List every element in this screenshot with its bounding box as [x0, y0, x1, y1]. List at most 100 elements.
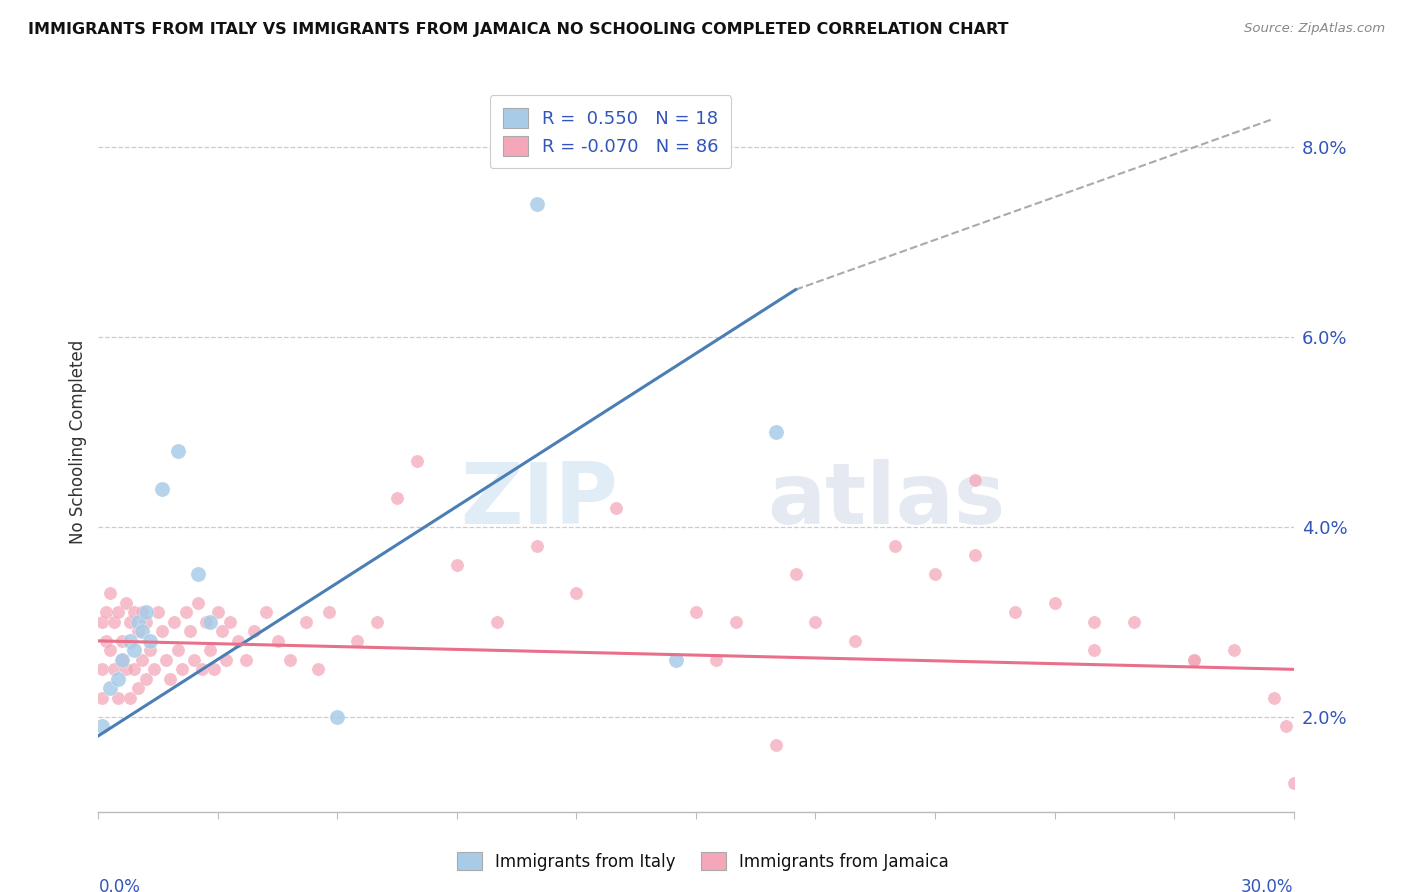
Point [148, 606, 170, 620]
Point [135, 606, 157, 620]
Point [172, 662, 194, 676]
Point [96, 606, 118, 620]
Point [91, 690, 114, 705]
Point [91, 719, 114, 733]
Point [1123, 615, 1146, 629]
Point [111, 653, 134, 667]
Point [124, 662, 146, 676]
Point [665, 653, 688, 667]
Point [91, 662, 114, 676]
Point [704, 653, 727, 667]
Text: IMMIGRANTS FROM ITALY VS IMMIGRANTS FROM JAMAICA NO SCHOOLING COMPLETED CORRELAT: IMMIGRANTS FROM ITALY VS IMMIGRANTS FROM… [28, 22, 1008, 37]
Point [385, 491, 409, 506]
Point [131, 624, 153, 639]
Point [198, 643, 221, 657]
Point [187, 596, 209, 610]
Point [1282, 776, 1305, 790]
Point [963, 549, 986, 563]
Point [243, 624, 266, 639]
Point [115, 596, 138, 610]
Point [107, 606, 129, 620]
Point [124, 643, 146, 657]
Point [202, 662, 225, 676]
Point [346, 633, 368, 648]
Text: 0.0%: 0.0% [98, 878, 141, 892]
Point [115, 662, 138, 676]
Point [366, 615, 388, 629]
Text: ZIP: ZIP [461, 459, 619, 542]
Point [167, 643, 190, 657]
Point [924, 567, 946, 582]
Point [1274, 719, 1296, 733]
Point [150, 624, 173, 639]
Point [159, 672, 181, 686]
Text: Source: ZipAtlas.com: Source: ZipAtlas.com [1244, 22, 1385, 36]
Point [124, 606, 146, 620]
Point [163, 615, 186, 629]
Text: 30.0%: 30.0% [1241, 878, 1294, 892]
Point [111, 653, 134, 667]
Point [127, 615, 149, 629]
Point [267, 633, 290, 648]
Point [307, 662, 329, 676]
Point [195, 615, 218, 629]
Point [1182, 653, 1205, 667]
Point [406, 453, 429, 467]
Point [211, 624, 233, 639]
Point [131, 653, 153, 667]
Point [804, 615, 827, 629]
Point [254, 606, 277, 620]
Point [485, 615, 508, 629]
Point [143, 662, 166, 676]
Point [155, 653, 177, 667]
Point [103, 662, 125, 676]
Point [1043, 596, 1066, 610]
Point [844, 633, 866, 648]
Point [120, 615, 142, 629]
Point [191, 662, 214, 676]
Point [135, 672, 157, 686]
Point [98, 643, 122, 657]
Point [107, 690, 129, 705]
Point [127, 624, 149, 639]
Point [131, 606, 153, 620]
Point [1083, 615, 1105, 629]
Point [187, 567, 209, 582]
Point [174, 606, 197, 620]
Point [111, 633, 134, 648]
Point [963, 473, 986, 487]
Point [785, 567, 807, 582]
Point [765, 425, 787, 439]
Point [91, 615, 114, 629]
Point [765, 739, 787, 753]
Point [103, 615, 125, 629]
Point [446, 558, 468, 572]
Point [1083, 643, 1105, 657]
Point [884, 539, 907, 553]
Point [235, 653, 257, 667]
Point [98, 586, 122, 600]
Point [1263, 690, 1285, 705]
Point [198, 615, 221, 629]
Point [526, 539, 548, 553]
Text: atlas: atlas [768, 459, 1005, 542]
Point [219, 615, 242, 629]
Point [605, 500, 627, 515]
Point [207, 606, 229, 620]
Point [685, 606, 707, 620]
Legend: Immigrants from Italy, Immigrants from Jamaica: Immigrants from Italy, Immigrants from J… [449, 844, 957, 880]
Point [139, 643, 162, 657]
Point [326, 710, 349, 724]
Point [107, 672, 129, 686]
Point [1004, 606, 1026, 620]
Point [565, 586, 588, 600]
Point [294, 615, 316, 629]
Point [183, 653, 205, 667]
Point [167, 444, 190, 458]
Point [278, 653, 301, 667]
Point [120, 633, 142, 648]
Point [98, 681, 122, 696]
Point [526, 197, 548, 211]
Point [1182, 653, 1205, 667]
Point [318, 606, 340, 620]
